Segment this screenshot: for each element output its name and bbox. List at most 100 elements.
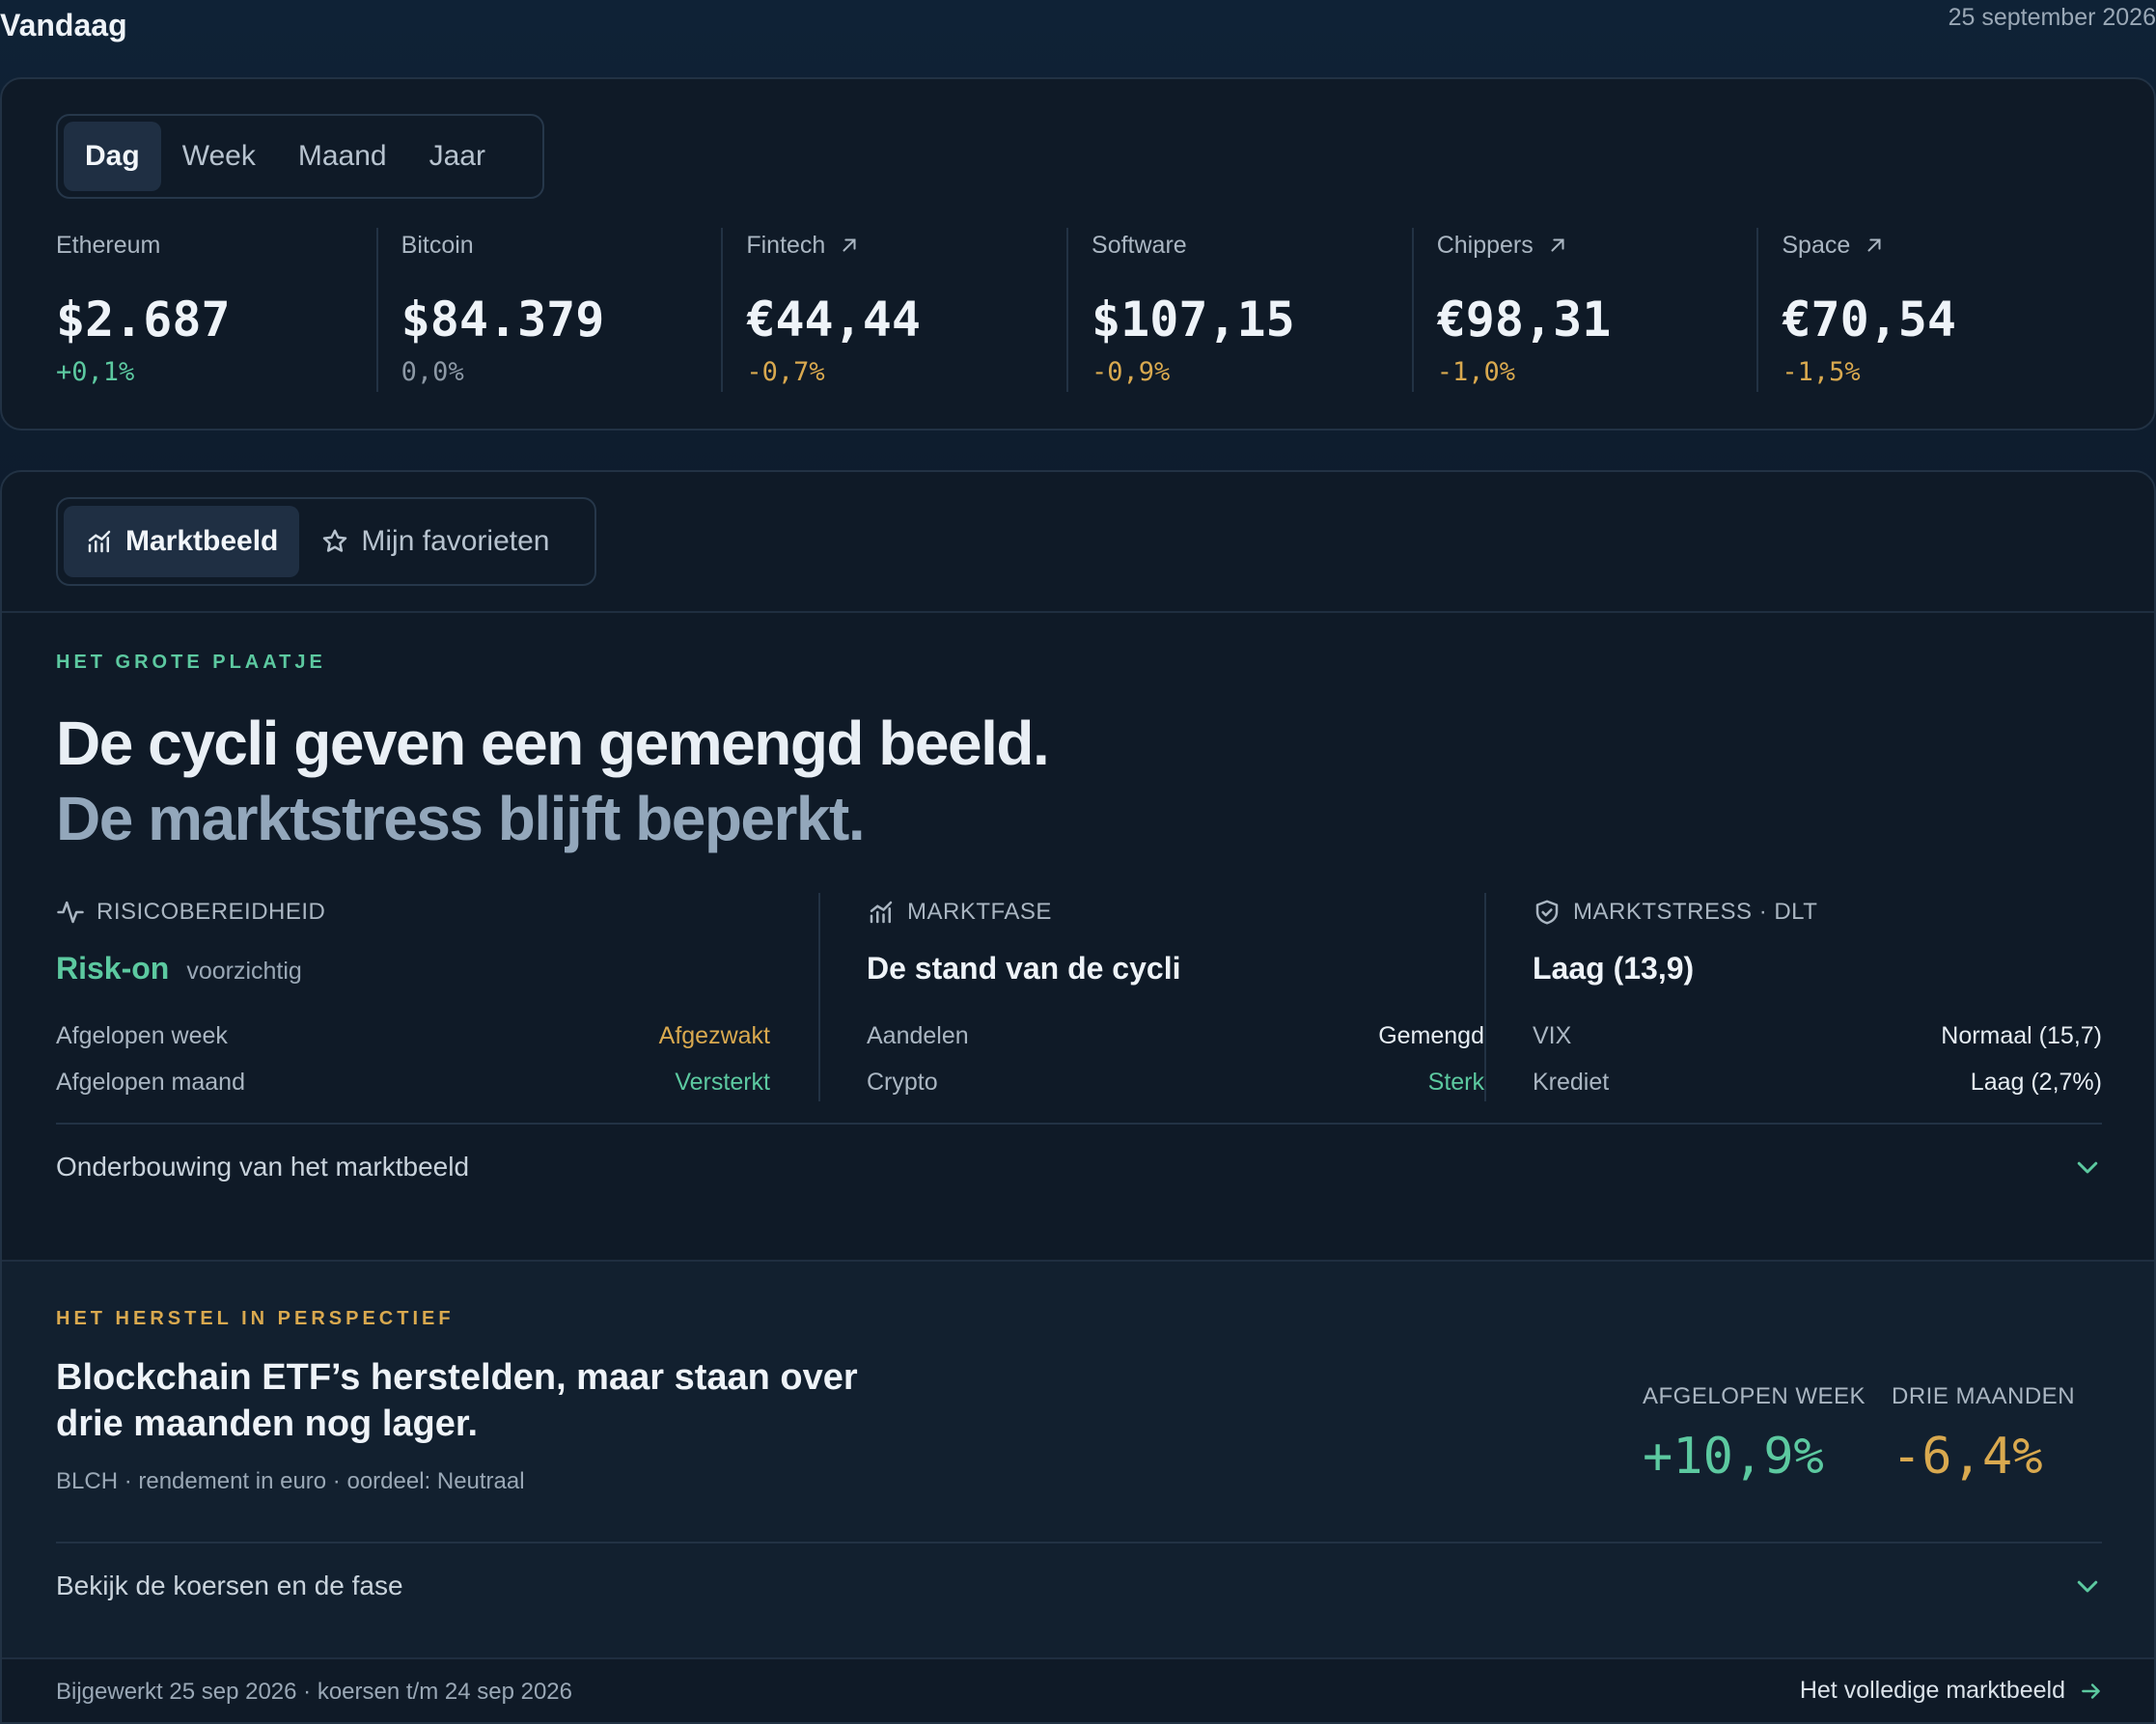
recovery-section: HET HERSTEL IN PERSPECTIEF Blockchain ET… [2,1262,2154,1657]
ticker-price: €98,31 [1436,292,1612,348]
ticker-change: -1,5% [1782,357,1861,387]
market-phase-column: MARKTFASE De stand van de cycli Aandelen… [818,893,1484,1101]
section-headline: De cycli geven een gemengd beeld. De mar… [56,706,1050,856]
stress-value: Laag (13,9) [1533,951,1695,986]
star-icon [323,529,347,552]
indicator-row: VIX Normaal (15,7) [1533,1013,2102,1059]
stat-quarter: DRIE MAANDEN -6,4% [1892,1383,2075,1486]
ticker-strip: Ethereum $2.687 +0,1% Bitcoin $84.379 0,… [56,228,2102,392]
arrow-up-right-icon [1867,238,1881,252]
ticker-price: $107,15 [1092,292,1295,348]
ticker-price: €70,54 [1782,292,1956,348]
section-eyebrow: HET HERSTEL IN PERSPECTIEF [56,1308,455,1329]
stat-value: +10,9% [1643,1428,1824,1486]
row-key: VIX [1533,1021,1572,1049]
risk-sub: voorzichtig [186,958,302,985]
bar-chart-icon [88,530,111,553]
period-tab-week[interactable]: Week [181,140,256,172]
indicator-row: Aandelen Gemengd [867,1013,1484,1059]
top-bar: Vandaag 25 september 2026 [0,0,2156,58]
indicator-row: Crypto Sterk [867,1059,1484,1105]
arrow-up-right-icon [1551,238,1564,252]
row-key: Afgelopen maand [56,1068,245,1096]
column-label: MARKTSTRESS · DLT [1573,899,1818,925]
period-tab-day[interactable]: Dag [64,122,161,191]
row-value: Normaal (15,7) [1941,1021,2102,1049]
row-value: Gemengd [1378,1021,1484,1049]
full-market-link[interactable]: Het volledige marktbeeld [1800,1677,2104,1705]
column-label: MARKTFASE [907,899,1052,925]
tab-label: Marktbeeld [125,525,279,557]
page-title: Vandaag [0,8,127,42]
market-card: Marktbeeld Mijn favorieten HET GROTE PLA… [0,470,2156,1724]
column-label: RISICOBEREIDHEID [97,899,326,925]
indicator-row: Krediet Laag (2,7%) [1533,1059,2102,1105]
row-value: Versterkt [675,1068,770,1096]
tab-market-view[interactable]: Marktbeeld [64,506,300,577]
headline-line-1: De cycli geven een gemengd beeld. [56,709,1050,778]
ticker-change: -1,0% [1436,357,1515,387]
ticker-price: $2.687 [56,292,231,348]
ticker-bitcoin[interactable]: Bitcoin $84.379 0,0% [375,228,722,392]
period-tab-month[interactable]: Maand [297,140,387,172]
indicator-columns: RISICOBEREIDHEID Risk-on voorzichtig Afg… [56,893,2102,1101]
risk-value: Risk-on [56,951,170,986]
disclosure-label: Bekijk de koersen en de fase [56,1571,403,1600]
ticker-name: Software [1092,231,1187,259]
stat-week: AFGELOPEN WEEK +10,9% [1643,1383,1866,1486]
stat-value: -6,4% [1892,1428,2043,1486]
ticker-name: Fintech [746,231,826,259]
market-stress-column: MARKTSTRESS · DLT Laag (13,9) VIX Normaa… [1484,893,2102,1101]
row-key: Krediet [1533,1068,1610,1096]
period-selector: Dag Week Maand Jaar [56,114,544,199]
ticker-space[interactable]: Space €70,54 -1,5% [1756,228,2102,392]
big-picture-section: HET GROTE PLAATJE De cycli geven een gem… [2,613,2154,1260]
arrow-right-icon [2082,1682,2100,1699]
arrow-up-right-icon [843,238,856,252]
divider [2,1260,2154,1262]
recovery-title: Blockchain ETF’s herstelden, maar staan … [56,1357,858,1444]
ticker-change: +0,1% [56,357,135,387]
indicator-row: Afgelopen week Afgezwakt [56,1013,770,1059]
recovery-meta: BLCH · rendement in euro · oordeel: Neut… [56,1468,525,1494]
view-selector: Marktbeeld Mijn favorieten [56,497,596,586]
row-value: Afgezwakt [658,1021,770,1049]
ticker-change: -0,7% [746,357,825,387]
row-key: Afgelopen week [56,1021,228,1049]
headline-line-2: De marktstress blijft beperkt. [56,784,866,853]
chevron-down-icon [2077,1161,2098,1174]
section-eyebrow: HET GROTE PLAATJE [56,652,326,673]
link-label: Het volledige marktbeeld [1799,1677,2065,1704]
ticker-name: Bitcoin [401,231,474,259]
ticker-change: -0,9% [1092,357,1171,387]
pulse-icon [57,901,84,924]
ticker-name: Ethereum [56,231,161,259]
market-explanation-toggle[interactable]: Onderbouwing van het marktbeeld [56,1123,2102,1210]
chevron-down-icon [2077,1580,2098,1593]
row-key: Aandelen [867,1021,969,1049]
ticker-ethereum[interactable]: Ethereum $2.687 +0,1% [56,228,376,392]
phase-value: De stand van de cycli [867,951,1181,986]
period-tab-year[interactable]: Jaar [428,140,485,172]
stat-label: DRIE MAANDEN [1892,1383,2076,1409]
tab-favorites[interactable]: Mijn favorieten [299,506,570,577]
ticker-name: Space [1782,231,1851,259]
prices-phase-toggle[interactable]: Bekijk de koersen en de fase [56,1542,2102,1628]
ticker-chippers[interactable]: Chippers €98,31 -1,0% [1411,228,1757,392]
shield-check-icon [1535,900,1559,925]
ticker-price: $84.379 [401,292,605,348]
stat-label: AFGELOPEN WEEK [1643,1383,1866,1409]
ticker-software[interactable]: Software $107,15 -0,9% [1066,228,1412,392]
page-date: 25 september 2026 [1948,4,2156,31]
row-value: Laag (2,7%) [1970,1068,2102,1096]
card-footer: Bijgewerkt 25 sep 2026 · koersen t/m 24 … [2,1657,2154,1722]
ticker-fintech[interactable]: Fintech €44,44 -0,7% [721,228,1066,392]
ticker-name: Chippers [1436,231,1534,259]
risk-appetite-column: RISICOBEREIDHEID Risk-on voorzichtig Afg… [56,893,770,1101]
price-overview-card: Dag Week Maand Jaar Ethereum $2.687 +0,1… [0,77,2156,431]
divider [2,611,2154,613]
row-value: Sterk [1427,1068,1484,1096]
ticker-change: 0,0% [401,357,464,387]
row-key: Crypto [867,1068,938,1096]
ticker-price: €44,44 [746,292,921,348]
